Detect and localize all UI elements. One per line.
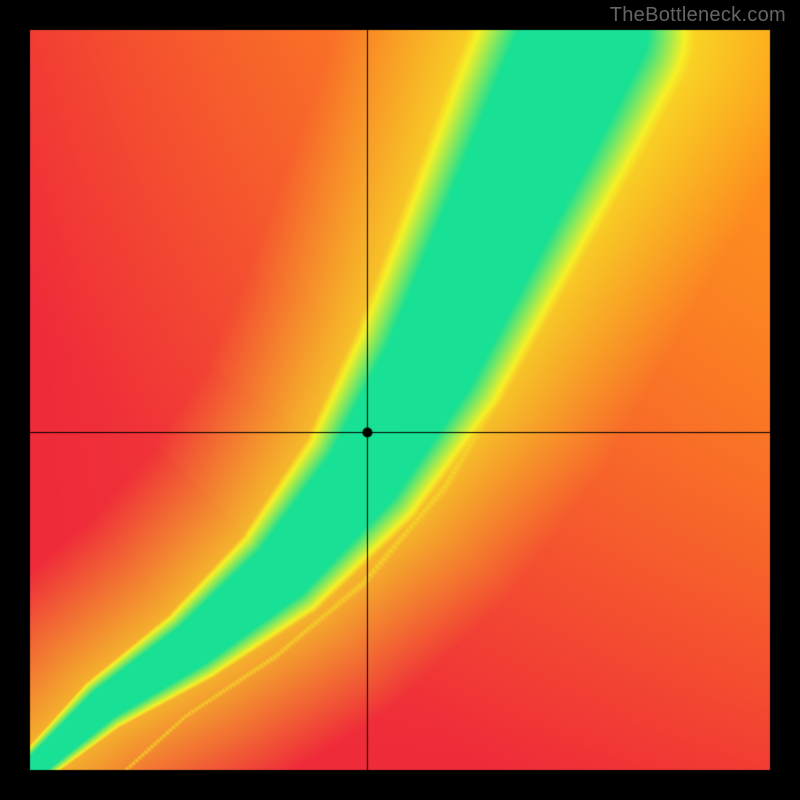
watermark-text: TheBottleneck.com (610, 4, 786, 27)
bottleneck-heatmap (0, 0, 800, 800)
chart-container: { "meta": { "watermark": "TheBottleneck.… (0, 0, 800, 800)
